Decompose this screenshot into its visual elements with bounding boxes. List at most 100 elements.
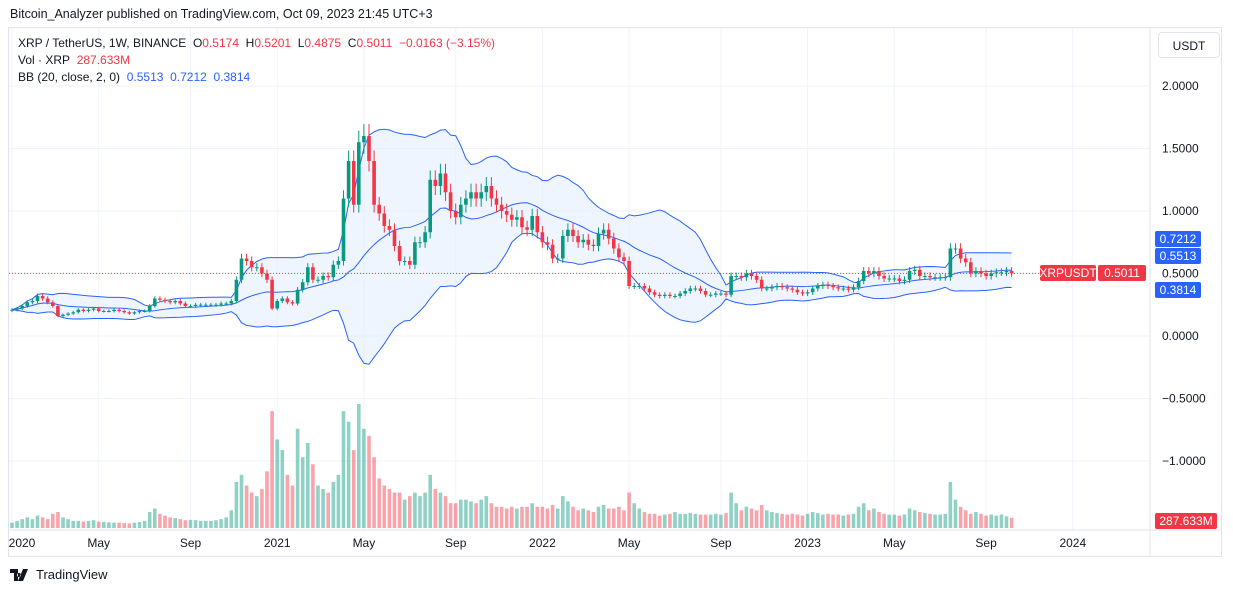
candle [810, 285, 815, 295]
candle [841, 285, 846, 292]
volume-bar [387, 489, 392, 528]
volume-bar [76, 520, 81, 528]
candle [219, 301, 223, 307]
candle [234, 276, 239, 304]
volume-bar [204, 520, 208, 528]
candle [561, 230, 565, 264]
candle-body [453, 211, 458, 218]
candle-body [336, 261, 341, 265]
candle [255, 263, 259, 272]
candle [673, 293, 677, 299]
brand-name: TradingView [36, 567, 108, 582]
volume-bar [800, 515, 805, 528]
volume-label[interactable]: Vol · XRP [18, 53, 71, 67]
candle-body [867, 271, 871, 274]
candle-body [708, 294, 713, 296]
volume-bar [525, 506, 529, 528]
candle-body [178, 301, 183, 304]
last-price-label: 0.5011 [1104, 266, 1140, 280]
candle [902, 276, 907, 285]
candle-body [652, 292, 657, 295]
candle [627, 256, 631, 289]
volume-bar [117, 522, 121, 528]
currency-button[interactable]: USDT [1158, 32, 1220, 58]
candle [571, 223, 575, 242]
bb-label[interactable]: BB (20, close, 2, 0) [18, 70, 121, 84]
candle [540, 226, 545, 248]
candle-body [734, 276, 738, 277]
volume-bar [15, 520, 19, 528]
candle-body [265, 273, 269, 280]
candle-body [948, 248, 953, 278]
candle-body [76, 309, 81, 313]
volume-bar [153, 508, 157, 528]
candle-body [724, 293, 728, 295]
volume-bar [550, 504, 555, 528]
volume-bar [765, 510, 769, 528]
volume-bar [545, 508, 550, 528]
tradingview-logo[interactable]: TradingView [10, 567, 108, 582]
volume-bar [520, 506, 524, 528]
candle-body [285, 298, 290, 303]
candle [453, 203, 458, 225]
candle-body [566, 229, 570, 236]
candle-body [255, 267, 259, 269]
volume-bar [224, 517, 228, 528]
volume-bar [759, 504, 764, 528]
candle-body [346, 161, 351, 199]
candle-body [96, 308, 101, 311]
volume-bar [469, 501, 473, 528]
candle-body [469, 192, 473, 199]
candle [851, 284, 856, 293]
candle [622, 252, 626, 266]
volume-bar [749, 508, 754, 528]
candle [637, 283, 642, 289]
candle [688, 285, 693, 294]
candle [163, 297, 167, 304]
candle-body [40, 296, 45, 299]
candle-body [20, 306, 24, 309]
volume-bar [867, 510, 871, 528]
candle-body [484, 186, 489, 193]
candle-body [550, 244, 555, 259]
volume-bar [418, 496, 422, 528]
candle-body [504, 211, 509, 215]
volume-bar [270, 411, 274, 528]
candle [300, 279, 305, 293]
candle-body [66, 313, 70, 315]
candle [668, 292, 672, 299]
symbol-title[interactable]: XRP / TetherUS, 1W, BINANCE [18, 36, 187, 50]
candle [836, 284, 840, 292]
candle-body [872, 271, 876, 274]
candle-body [209, 304, 213, 306]
volume-bar [265, 471, 269, 528]
volume-bar [663, 514, 667, 528]
candle [382, 206, 387, 233]
volume-bar [826, 513, 830, 528]
candle-body [275, 301, 279, 309]
y-tick-label: 1.5000 [1162, 142, 1199, 156]
candle [525, 220, 529, 237]
symbol-price-label: XRPUSDT [1039, 266, 1097, 280]
open-label: O [192, 36, 203, 50]
candle-body [596, 233, 601, 246]
candle-body [882, 276, 886, 279]
volume-bar [91, 520, 96, 528]
volume-bar [158, 513, 162, 528]
high-value: 0.5201 [254, 36, 292, 50]
volume-bar [938, 514, 942, 528]
candle-body [117, 309, 121, 311]
candle [698, 285, 703, 294]
candle-body [280, 298, 285, 301]
volume-bar [459, 499, 463, 528]
candle [66, 312, 70, 317]
volume-bar [627, 492, 631, 528]
candle [897, 275, 902, 285]
candle [51, 300, 55, 308]
volume-bar [805, 513, 810, 528]
candle-body [816, 286, 820, 289]
volume-bar [234, 481, 239, 528]
candle [963, 253, 968, 267]
volume-bar [168, 517, 172, 528]
